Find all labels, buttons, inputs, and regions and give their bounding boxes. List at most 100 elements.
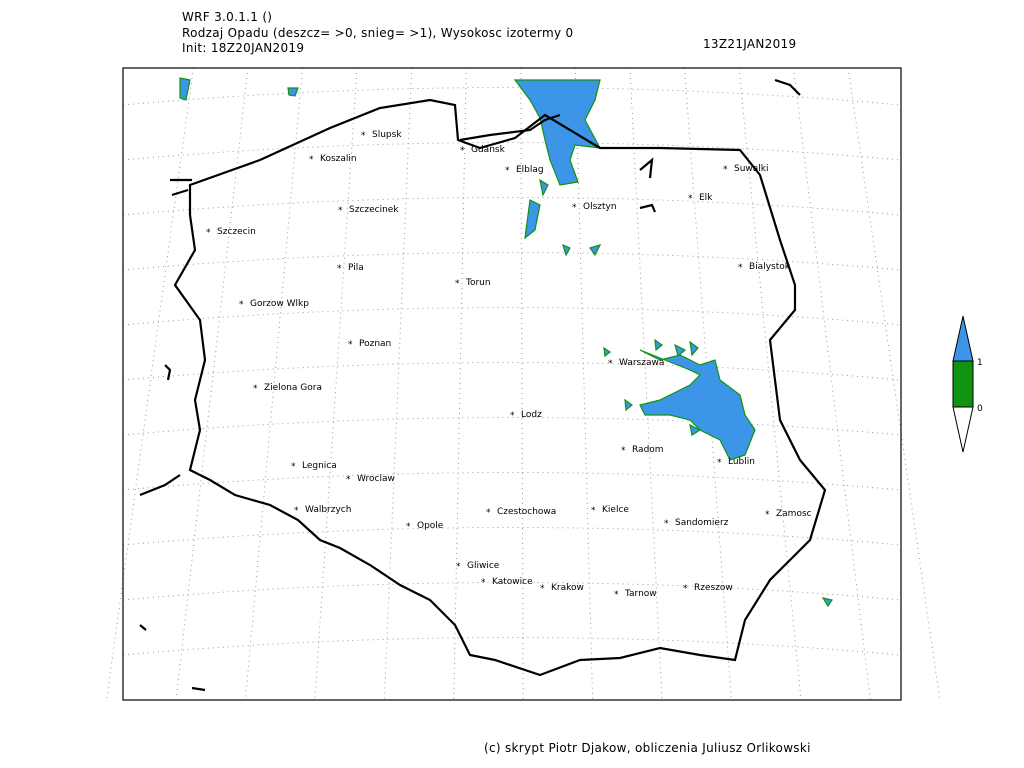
city-label: Torun: [465, 278, 491, 288]
city-marker: *: [361, 131, 366, 141]
grid-parallel: [122, 87, 902, 106]
grid-meridian: [453, 67, 467, 701]
city-marker: *: [664, 519, 669, 529]
city-marker: *: [406, 522, 411, 532]
legend-none: [952, 406, 974, 453]
city-label: Katowice: [492, 577, 533, 587]
city-marker: *: [572, 203, 577, 213]
city-label: Zielona Gora: [264, 383, 322, 393]
city-label: Gdansk: [471, 145, 506, 155]
grid-parallel: [122, 472, 902, 491]
precip-snow-areas: [179, 77, 833, 608]
valid-time: 13Z21JAN2019: [703, 37, 797, 51]
city-marker: *: [455, 279, 460, 289]
city-markers: * Slupsk * Koszalin * Gdansk * Elblag * Suwalki * S…: [206, 130, 812, 600]
city-marker: *: [294, 506, 299, 516]
city-marker: *: [591, 506, 596, 516]
city-marker: *: [460, 146, 465, 156]
city-label: Krakow: [551, 583, 584, 593]
city-label: Slupsk: [372, 130, 402, 140]
grid-meridian: [383, 67, 413, 701]
city-label: Czestochowa: [497, 507, 556, 517]
city-label: Bialystok: [749, 262, 791, 272]
map-title: Rodzaj Opadu (deszcz= >0, snieg= >1), Wy…: [182, 26, 574, 40]
grid-meridian: [574, 67, 594, 701]
city-marker: *: [765, 510, 770, 520]
city-label: Elk: [699, 193, 713, 203]
city-label: Opole: [417, 521, 444, 531]
city-marker: *: [510, 411, 515, 421]
city-label: Szczecin: [217, 227, 256, 237]
city-label: Lodz: [521, 410, 542, 420]
city-label: Tarnow: [624, 589, 657, 599]
city-marker: *: [486, 508, 491, 518]
legend-label-0: 0: [977, 404, 983, 414]
map-frame: [122, 67, 902, 701]
city-marker: *: [723, 165, 728, 175]
city-label: Elblag: [516, 165, 544, 175]
city-marker: *: [348, 340, 353, 350]
city-marker: *: [309, 155, 314, 165]
city-marker: *: [253, 384, 258, 394]
grid-parallel: [122, 362, 902, 381]
lat-lon-grid: [106, 67, 941, 701]
city-marker: *: [505, 166, 510, 176]
legend-rain: [952, 360, 974, 408]
color-legend: 1 0: [952, 315, 983, 453]
legend-snow: [952, 315, 974, 362]
grid-meridian: [847, 67, 941, 701]
city-marker: *: [608, 359, 613, 369]
credit: (c) skrypt Piotr Djakow, obliczenia Juli…: [484, 741, 811, 755]
city-marker: *: [456, 562, 461, 572]
grid-parallel: [122, 142, 902, 161]
city-label: Suwalki: [734, 164, 769, 174]
grid-meridian: [738, 67, 802, 701]
model-label: WRF 3.0.1.1 (): [182, 10, 273, 24]
city-label: Lublin: [728, 457, 755, 467]
city-label: Wroclaw: [357, 474, 395, 484]
city-marker: *: [614, 590, 619, 600]
city-label: Poznan: [359, 339, 391, 349]
city-marker: *: [621, 446, 626, 456]
grid-parallel: [122, 637, 902, 656]
legend-label-1: 1: [977, 358, 983, 368]
grid-parallel: [122, 197, 902, 216]
city-marker: *: [346, 475, 351, 485]
city-label: Sandomierz: [675, 518, 729, 528]
grid-meridian: [175, 67, 249, 701]
city-marker: *: [683, 584, 688, 594]
city-label: Koszalin: [320, 154, 357, 164]
city-marker: *: [738, 263, 743, 273]
grid-meridian: [629, 67, 663, 701]
grid-meridian: [683, 67, 733, 701]
city-label: Gorzow Wlkp: [250, 299, 309, 309]
init-time: Init: 18Z20JAN2019: [182, 41, 305, 55]
city-label: Gliwice: [467, 561, 500, 571]
city-marker: *: [717, 458, 722, 468]
city-marker: *: [688, 194, 693, 204]
city-label: Rzeszow: [694, 583, 733, 593]
grid-meridian: [106, 67, 194, 701]
city-label: Legnica: [302, 461, 337, 471]
city-marker: *: [540, 584, 545, 594]
city-label: Radom: [632, 445, 664, 455]
city-marker: *: [337, 264, 342, 274]
grid-meridian: [314, 67, 358, 701]
city-label: Warszawa: [619, 358, 664, 368]
city-marker: *: [206, 228, 211, 238]
city-marker: *: [291, 462, 296, 472]
city-label: Olsztyn: [583, 202, 617, 212]
city-label: Zamosc: [776, 509, 812, 519]
city-label: Walbrzych: [305, 505, 351, 515]
city-label: Pila: [348, 263, 364, 273]
city-marker: *: [338, 206, 343, 216]
grid-meridian: [244, 67, 304, 701]
city-marker: *: [239, 300, 244, 310]
grid-parallel: [122, 527, 902, 546]
city-label: Kielce: [602, 505, 629, 515]
city-marker: *: [481, 578, 486, 588]
city-label: Szczecinek: [349, 205, 399, 215]
grid-meridian: [520, 67, 524, 701]
borders: [139, 78, 827, 692]
